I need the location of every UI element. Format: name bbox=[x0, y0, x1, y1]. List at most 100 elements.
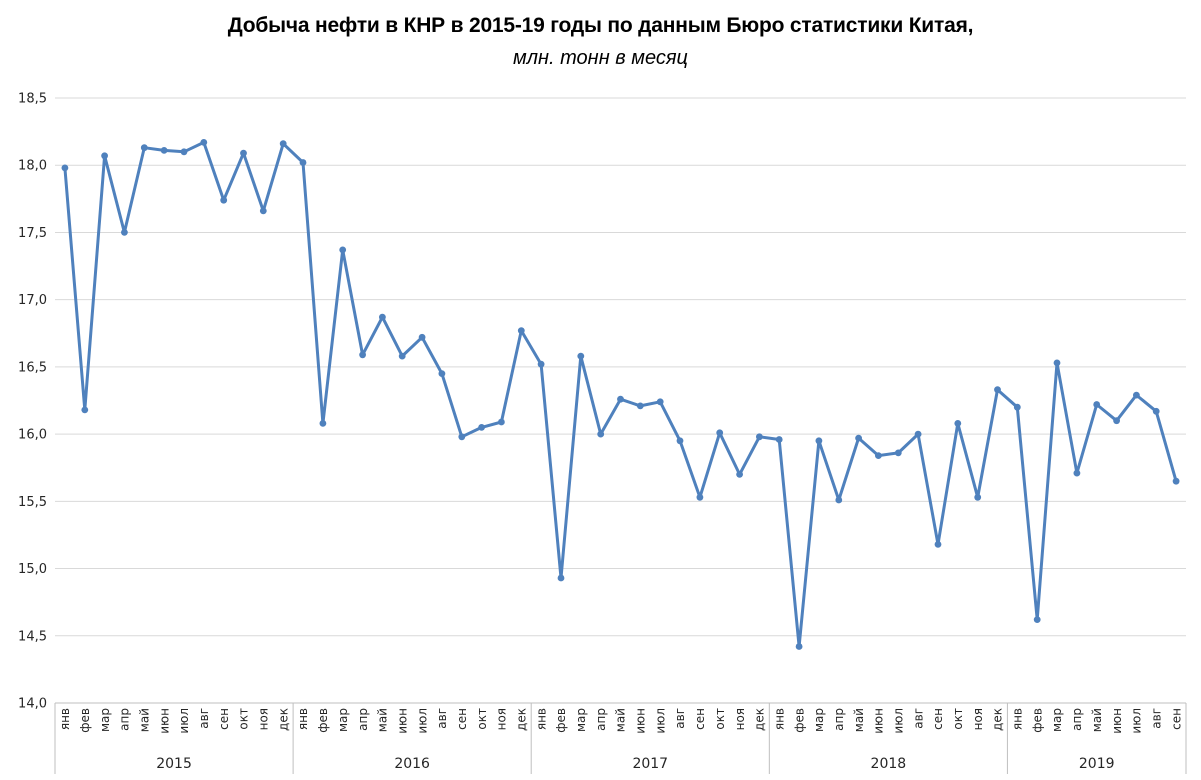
y-axis-tick-label: 18,5 bbox=[18, 92, 47, 107]
y-axis-tick-label: 16,5 bbox=[18, 360, 47, 375]
data-point bbox=[279, 140, 287, 148]
data-point bbox=[1152, 407, 1160, 415]
data-point bbox=[736, 471, 743, 478]
month-tick-label: май bbox=[852, 708, 866, 732]
month-tick-label: окт bbox=[475, 708, 489, 730]
month-tick-label: окт bbox=[951, 708, 965, 730]
data-point bbox=[597, 430, 605, 438]
month-tick-label: янв bbox=[296, 708, 310, 730]
data-point bbox=[101, 152, 108, 160]
month-tick-label: мар bbox=[574, 708, 588, 732]
y-axis-tick-label: 14,5 bbox=[18, 629, 47, 644]
month-tick-label: июн bbox=[1110, 708, 1124, 734]
month-tick-label: авг bbox=[1149, 708, 1163, 729]
data-point bbox=[259, 207, 267, 215]
month-tick-label: апр bbox=[1070, 708, 1084, 731]
chart-subtitle: млн. тонн в месяц bbox=[513, 47, 688, 69]
month-tick-label: янв bbox=[1011, 708, 1025, 730]
data-point bbox=[994, 386, 1001, 394]
data-point bbox=[537, 360, 545, 368]
month-tick-label: июн bbox=[157, 708, 171, 734]
month-tick-label: июл bbox=[1130, 708, 1144, 734]
month-tick-label: мар bbox=[336, 708, 350, 732]
month-tick-label: апр bbox=[832, 708, 846, 731]
data-point bbox=[974, 493, 982, 501]
data-point bbox=[557, 574, 565, 582]
data-point bbox=[418, 333, 426, 341]
month-tick-label: июл bbox=[891, 708, 905, 734]
month-tick-label: фев bbox=[792, 708, 806, 733]
data-point bbox=[299, 159, 307, 166]
month-tick-label: авг bbox=[435, 708, 449, 729]
month-tick-label: сен bbox=[931, 708, 945, 730]
month-tick-label: сен bbox=[1169, 708, 1183, 730]
y-axis-tick-label: 17,5 bbox=[18, 226, 47, 241]
month-tick-label: ноя bbox=[257, 708, 271, 730]
y-axis-tick-label: 15,5 bbox=[18, 495, 47, 510]
data-point bbox=[121, 229, 128, 236]
data-point bbox=[855, 434, 862, 442]
data-point bbox=[676, 437, 684, 445]
y-axis-tick-label: 14,0 bbox=[18, 697, 47, 712]
data-point bbox=[220, 196, 228, 204]
month-tick-label: дек bbox=[276, 708, 290, 731]
month-tick-label: ноя bbox=[971, 708, 985, 730]
month-tick-label: сен bbox=[455, 708, 469, 730]
data-point bbox=[716, 429, 724, 437]
month-tick-label: май bbox=[1090, 708, 1104, 732]
month-tick-label: дек bbox=[514, 708, 528, 731]
data-point bbox=[359, 351, 366, 359]
data-point bbox=[140, 144, 148, 152]
month-tick-label: июн bbox=[634, 708, 648, 734]
year-label: 2017 bbox=[632, 756, 668, 772]
data-point bbox=[795, 643, 803, 650]
data-point bbox=[875, 452, 882, 459]
data-point bbox=[696, 493, 704, 501]
data-point bbox=[656, 398, 664, 406]
month-tick-label: фев bbox=[78, 708, 92, 733]
month-tick-label: сен bbox=[217, 708, 231, 730]
month-tick-label: апр bbox=[118, 708, 132, 731]
month-tick-label: янв bbox=[772, 708, 786, 730]
month-tick-label: июл bbox=[177, 708, 191, 734]
month-tick-label: янв bbox=[58, 708, 72, 730]
data-point bbox=[61, 164, 69, 172]
month-tick-label: мар bbox=[812, 708, 826, 732]
data-point bbox=[636, 402, 644, 410]
data-point bbox=[200, 139, 208, 146]
data-point bbox=[894, 449, 902, 457]
data-point bbox=[1113, 417, 1120, 425]
data-point bbox=[954, 420, 962, 427]
month-tick-label: окт bbox=[713, 708, 727, 730]
data-point bbox=[1073, 469, 1081, 477]
y-axis-tick-label: 17,0 bbox=[18, 293, 47, 308]
data-point bbox=[398, 352, 406, 360]
data-point bbox=[1033, 616, 1041, 623]
month-tick-label: сен bbox=[693, 708, 707, 730]
data-point bbox=[319, 420, 327, 427]
series-line bbox=[63, 140, 1178, 648]
month-tick-label: дек bbox=[991, 708, 1005, 731]
month-tick-label: ноя bbox=[733, 708, 747, 730]
year-label: 2015 bbox=[156, 756, 192, 772]
month-tick-label: мар bbox=[1050, 708, 1064, 732]
month-tick-label: май bbox=[614, 708, 628, 732]
month-tick-label: май bbox=[137, 708, 151, 732]
data-point bbox=[498, 418, 505, 426]
data-point bbox=[478, 424, 485, 431]
year-label: 2016 bbox=[394, 756, 430, 772]
month-tick-label: апр bbox=[356, 708, 370, 731]
data-point bbox=[240, 149, 247, 157]
month-tick-label: авг bbox=[911, 708, 925, 729]
y-axis-tick-label: 15,0 bbox=[18, 562, 47, 577]
data-point bbox=[914, 430, 922, 438]
month-tick-label: июл bbox=[653, 708, 667, 734]
year-label: 2019 bbox=[1079, 756, 1115, 772]
month-tick-label: окт bbox=[237, 708, 251, 730]
year-label: 2018 bbox=[871, 756, 907, 772]
month-tick-label: июл bbox=[415, 708, 429, 734]
y-axis-tick-label: 18,0 bbox=[18, 159, 47, 174]
data-point bbox=[1053, 359, 1061, 367]
